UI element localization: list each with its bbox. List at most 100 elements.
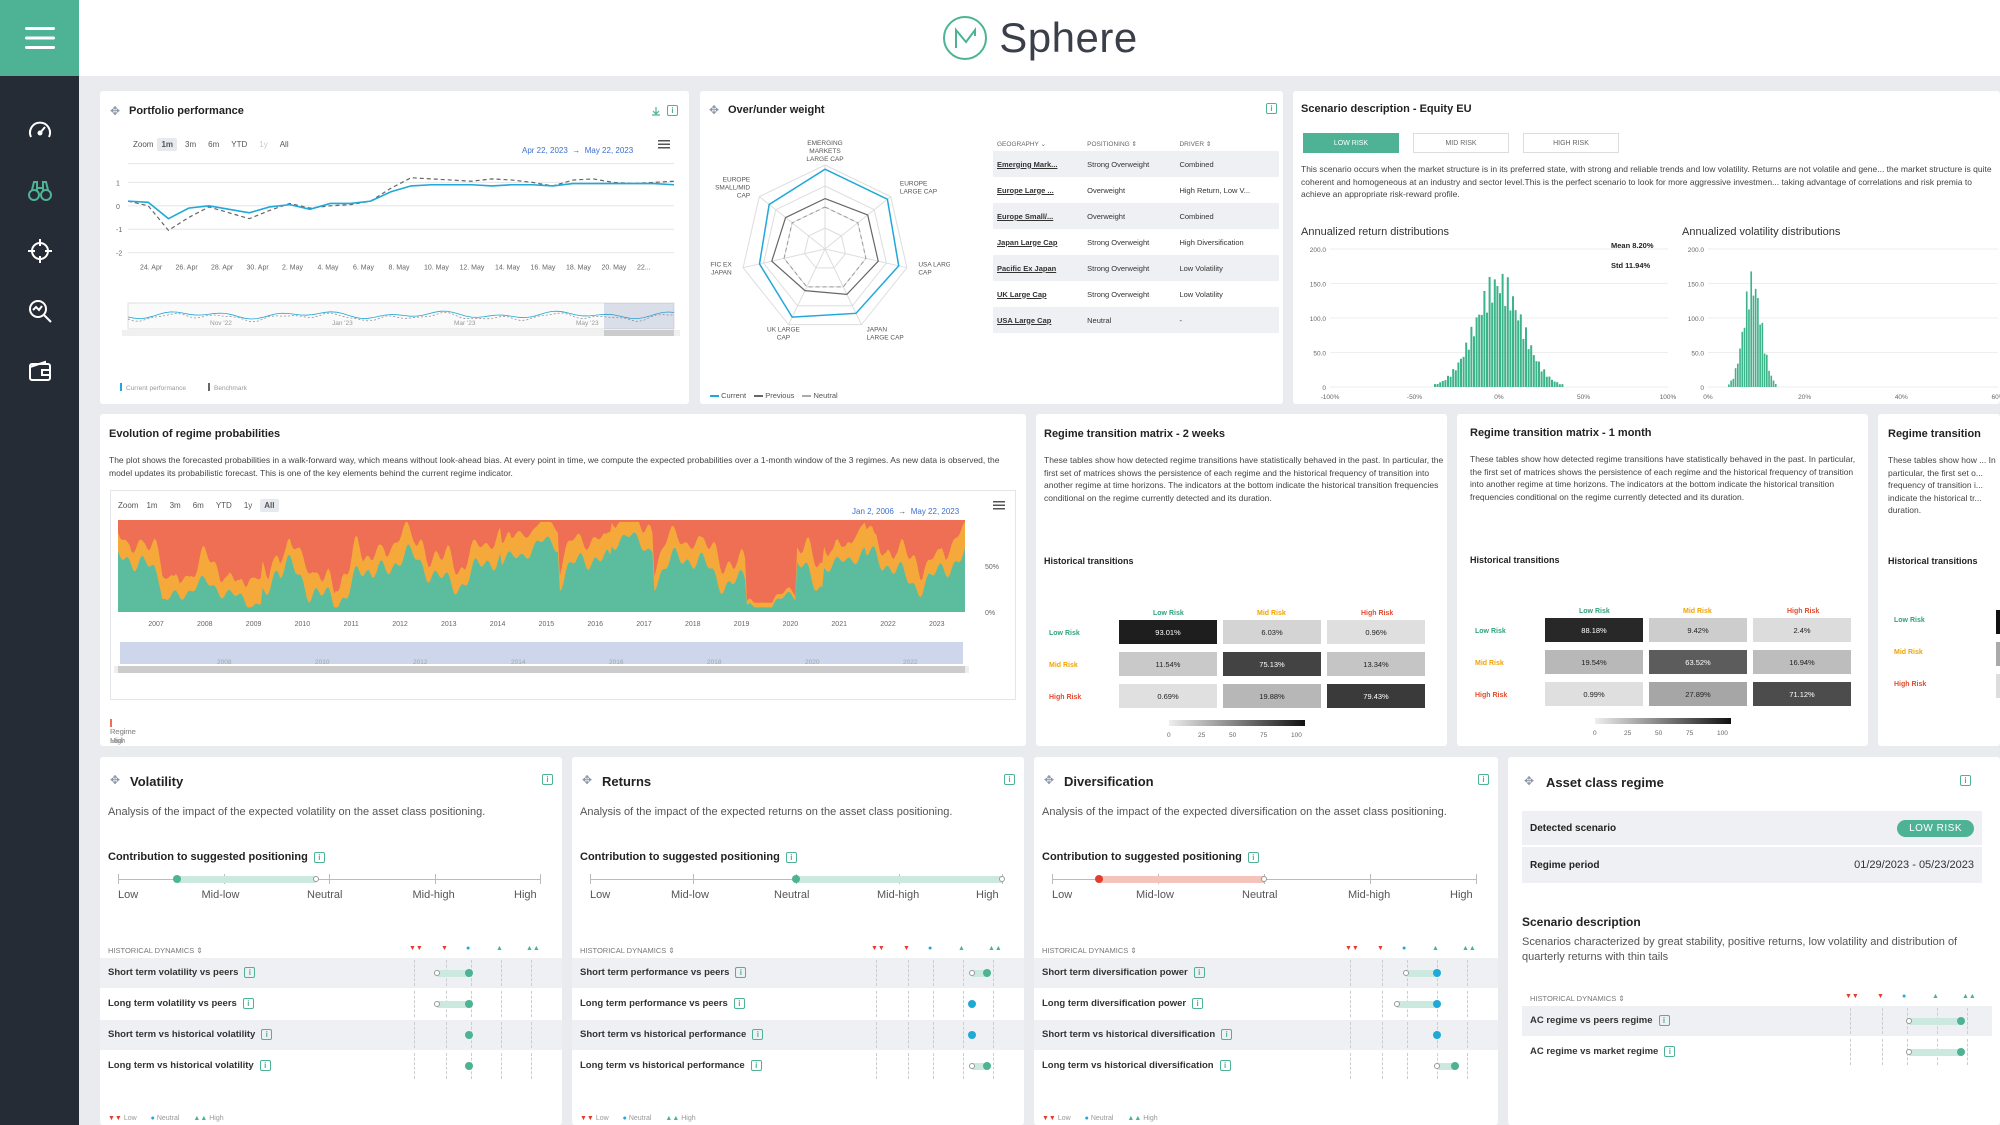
position-marker[interactable]: [792, 875, 800, 883]
current-marker[interactable]: [464, 1031, 473, 1039]
zoom-6m[interactable]: 6m: [208, 140, 220, 149]
drag-handle-icon[interactable]: ✥: [1524, 774, 1535, 788]
zoom-6m[interactable]: 6m: [192, 501, 204, 510]
regime-area-chart[interactable]: 50% 0% 2007 2008 2009 2010 2011 2012 2013 2014 201…: [110, 514, 1016, 704]
table-row[interactable]: Europe Large ... Overweight High Return, L…: [993, 177, 1279, 203]
info-icon[interactable]: i: [261, 1029, 273, 1040]
info-icon[interactable]: i: [242, 998, 254, 1009]
dynamics-row[interactable]: Short term diversification power i: [1034, 958, 1498, 988]
info-icon[interactable]: i: [735, 967, 747, 978]
matrix-cell[interactable]: 93.01%: [1119, 620, 1217, 644]
info-icon[interactable]: i: [785, 851, 797, 863]
date-to[interactable]: May 22, 2023: [584, 146, 634, 155]
matrix-cell[interactable]: 19.88%: [1223, 684, 1321, 708]
drag-handle-icon[interactable]: ✥: [1044, 773, 1055, 787]
matrix-cell[interactable]: 63.52%: [1649, 650, 1747, 674]
chart-menu-icon[interactable]: [658, 139, 670, 149]
zoom-1y[interactable]: 1y: [243, 501, 253, 510]
matrix-cell[interactable]: 0.69%: [1119, 684, 1217, 708]
dynamics-row[interactable]: Long term diversification power i: [1034, 989, 1498, 1019]
current-marker[interactable]: [464, 1062, 473, 1070]
col-driver[interactable]: DRIVER ⇕: [1179, 141, 1212, 148]
info-icon[interactable]: i: [542, 774, 553, 785]
current-marker[interactable]: [983, 1062, 992, 1070]
date-to[interactable]: May 22, 2023: [910, 507, 960, 516]
info-icon[interactable]: i: [1478, 774, 1489, 785]
zoom-ytd[interactable]: YTD: [215, 501, 232, 510]
matrix-cell[interactable]: 6.03%: [1223, 620, 1321, 644]
info-icon[interactable]: i: [733, 998, 745, 1009]
geography-link[interactable]: USA Large Cap: [993, 307, 1084, 333]
matrix-cell[interactable]: 0.99%: [1545, 682, 1643, 706]
matrix-cell[interactable]: 19.54%: [1545, 650, 1643, 674]
current-marker[interactable]: [464, 969, 473, 977]
matrix-cell[interactable]: 0.96%: [1327, 620, 1425, 644]
info-icon[interactable]: i: [1221, 1029, 1233, 1040]
geography-link[interactable]: Europe Small/...: [993, 203, 1084, 229]
matrix-cell[interactable]: 2.4%: [1753, 618, 1851, 642]
legend-high[interactable]: Regime High Risk: [110, 718, 136, 746]
matrix-cell[interactable]: 27.89%: [1649, 682, 1747, 706]
current-marker[interactable]: [1957, 1048, 1966, 1056]
historical-dynamics-header[interactable]: HISTORICAL DYNAMICS ⇕: [1530, 994, 1625, 1003]
current-marker[interactable]: [1432, 1000, 1441, 1008]
table-row[interactable]: UK Large Cap Strong Overweight Low Volatil…: [993, 281, 1279, 307]
info-icon[interactable]: i: [750, 1060, 762, 1071]
table-row[interactable]: Emerging Mark... Strong Overweight Combine…: [993, 151, 1279, 177]
zoom-all[interactable]: All: [279, 140, 289, 149]
info-icon[interactable]: i: [1192, 998, 1204, 1009]
col-geography[interactable]: GEOGRAPHY ⌄: [997, 141, 1047, 148]
info-icon[interactable]: i: [1004, 774, 1015, 785]
matrix-cell[interactable]: 9.42%: [1649, 618, 1747, 642]
current-marker[interactable]: [464, 1000, 473, 1008]
matrix-cell[interactable]: 79.43%: [1327, 684, 1425, 708]
info-icon[interactable]: i: [752, 1029, 764, 1040]
dynamics-row[interactable]: AC regime vs market regime i: [1522, 1037, 1992, 1067]
current-marker[interactable]: [1432, 969, 1441, 977]
info-icon[interactable]: i: [1247, 851, 1259, 863]
zoom-1m[interactable]: 1m: [146, 501, 158, 510]
dynamics-row[interactable]: Long term volatility vs peers i: [100, 989, 562, 1019]
matrix-cell[interactable]: 71.12%: [1753, 682, 1851, 706]
zoom-1m[interactable]: 1m: [157, 138, 178, 151]
matrix-cell[interactable]: 88.18%: [1545, 618, 1643, 642]
current-marker[interactable]: [967, 1031, 976, 1039]
matrix-cell[interactable]: 11.54%: [1119, 652, 1217, 676]
matrix-cell[interactable]: 75.13%: [1223, 652, 1321, 676]
current-marker[interactable]: [983, 969, 992, 977]
info-icon[interactable]: i: [244, 967, 256, 978]
zoom-3m[interactable]: 3m: [169, 501, 181, 510]
info-icon[interactable]: i: [1266, 103, 1277, 114]
drag-handle-icon[interactable]: ✥: [110, 773, 121, 787]
table-row[interactable]: Japan Large Cap Strong Overweight High Div…: [993, 229, 1279, 255]
current-marker[interactable]: [1957, 1017, 1966, 1025]
nav-explore[interactable]: [0, 161, 79, 221]
position-marker[interactable]: [1094, 875, 1103, 883]
volatility-histogram[interactable]: 200.0 150.0 100.0 50.0 0 0% 20% 40% 60%: [1678, 241, 2000, 404]
geography-link[interactable]: Pacific Ex Japan: [993, 255, 1084, 281]
tab-low-risk[interactable]: LOW RISK: [1303, 133, 1399, 153]
table-row[interactable]: USA Large Cap Neutral -: [993, 307, 1279, 333]
matrix-cell[interactable]: 16.94%: [1753, 650, 1851, 674]
return-histogram[interactable]: 200.0 150.0 100.0 50.0 0 -100% -50% 0% 50% 100%: [1293, 241, 1678, 404]
current-marker[interactable]: [1451, 1062, 1460, 1070]
nav-wallet[interactable]: [0, 341, 79, 401]
info-icon[interactable]: i: [259, 1060, 271, 1071]
zoom-3m[interactable]: 3m: [185, 140, 197, 149]
zoom-all[interactable]: All: [260, 499, 279, 512]
geography-link[interactable]: Europe Large ...: [997, 185, 1054, 195]
dynamics-row[interactable]: Long term vs historical volatility i: [100, 1051, 562, 1081]
dynamics-row[interactable]: Short term vs historical volatility i: [100, 1020, 562, 1050]
dynamics-row[interactable]: AC regime vs peers regime i: [1522, 1006, 1992, 1036]
historical-dynamics-header[interactable]: HISTORICAL DYNAMICS ⇕: [1042, 946, 1137, 955]
date-from[interactable]: Apr 22, 2023: [522, 146, 568, 155]
dynamics-row[interactable]: Short term vs historical diversification…: [1034, 1020, 1498, 1050]
geography-link[interactable]: Emerging Mark...: [993, 151, 1084, 177]
info-icon[interactable]: i: [1658, 1015, 1670, 1026]
tab-mid-risk[interactable]: MID RISK: [1413, 133, 1509, 153]
dynamics-row[interactable]: Long term performance vs peers i: [572, 989, 1024, 1019]
download-icon[interactable]: [651, 106, 661, 116]
current-marker[interactable]: [967, 1000, 976, 1008]
zoom-ytd[interactable]: YTD: [231, 140, 248, 149]
info-icon[interactable]: i: [1664, 1046, 1676, 1057]
